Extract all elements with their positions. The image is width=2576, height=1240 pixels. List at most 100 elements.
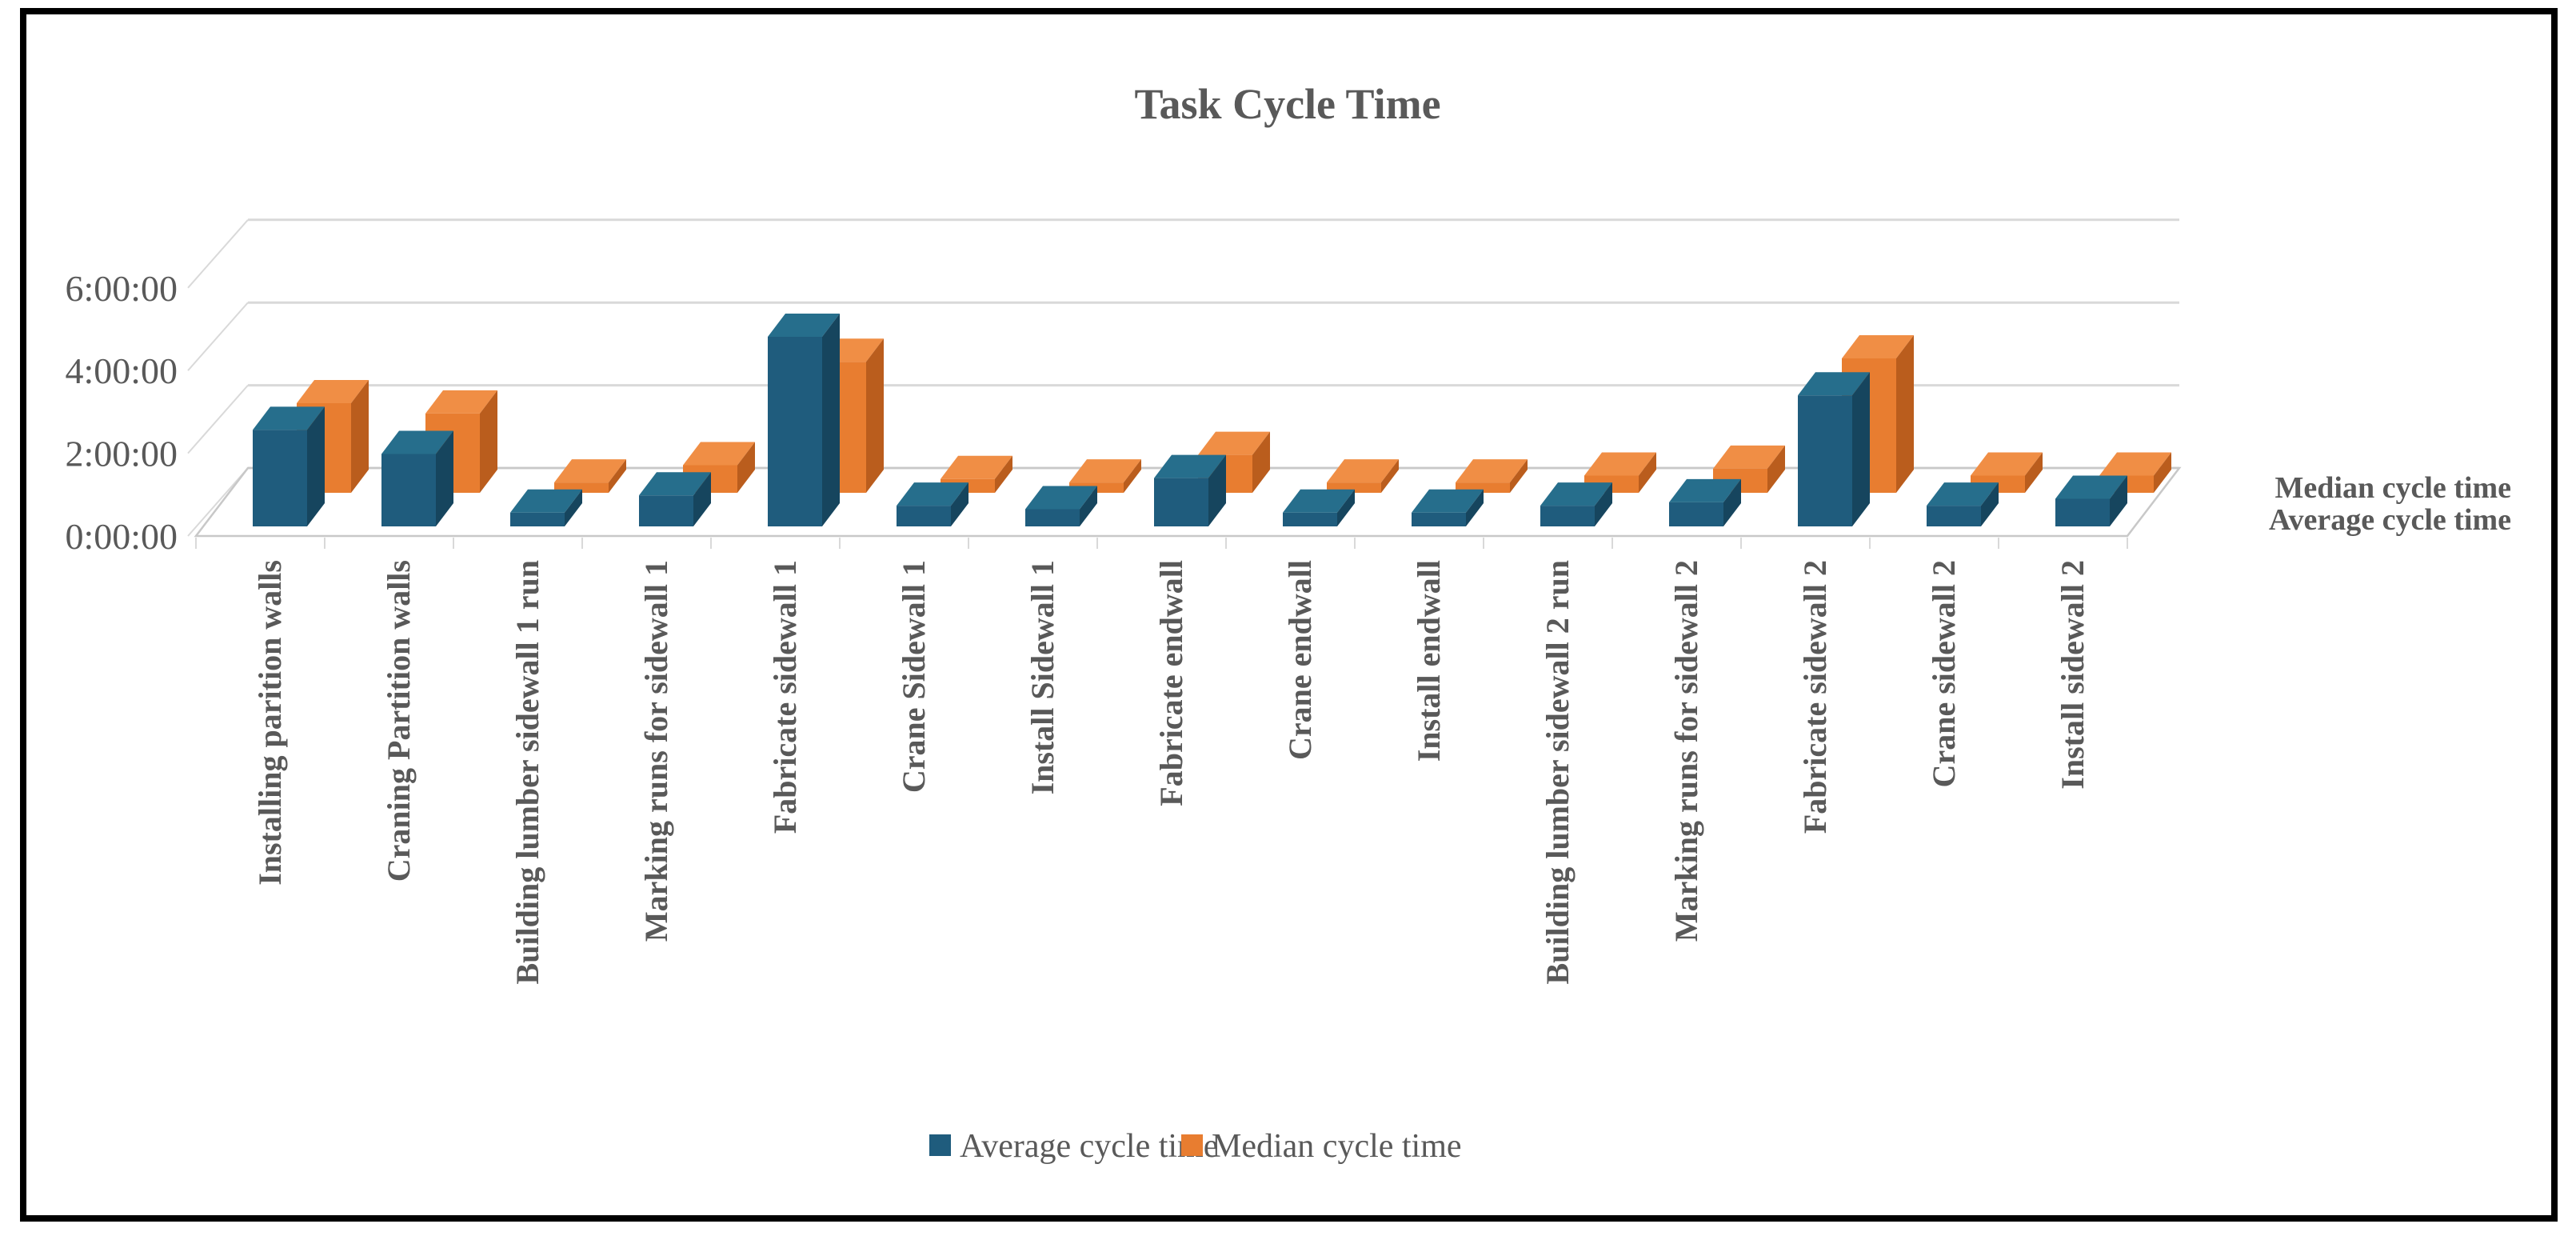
bar-top-face xyxy=(253,406,325,430)
bar-top-face xyxy=(1713,445,1785,469)
legend-label-median: Median cycle time xyxy=(1212,1128,1462,1165)
bar-side-face xyxy=(1208,454,1226,526)
bar-side-face xyxy=(1337,489,1355,526)
category-label-10: Building lumber sidewall 2 run xyxy=(1540,560,1576,985)
bar-average-12 xyxy=(1798,372,1870,526)
bar-front-face xyxy=(253,430,307,526)
gridline-leader-3 xyxy=(187,219,249,289)
series-axis-label-median: Median cycle time xyxy=(2275,471,2511,505)
category-label-2: Building lumber sidewall 1 run xyxy=(509,560,545,985)
bar-average-7 xyxy=(1154,454,1226,526)
legend-swatch-median xyxy=(1181,1134,1203,1156)
category-label-9: Install endwall xyxy=(1411,560,1447,762)
y-tick-label-1: 2:00:00 xyxy=(65,434,178,474)
bar-side-face xyxy=(1252,431,1270,493)
bar-side-face xyxy=(1124,459,1141,493)
bar-median-8 xyxy=(1327,459,1399,493)
bar-average-1 xyxy=(381,430,453,526)
bar-front-face xyxy=(1412,512,1466,526)
bar-front-face xyxy=(2055,498,2110,526)
bar-front-face xyxy=(1798,395,1852,526)
bar-front-face xyxy=(510,512,565,526)
gridline-leader-0 xyxy=(187,467,249,537)
bar-top-face xyxy=(1927,482,1999,506)
bar-average-6 xyxy=(1025,486,1097,526)
bar-front-face xyxy=(1540,506,1595,526)
bar-front-face xyxy=(768,337,822,526)
bar-side-face xyxy=(737,442,755,493)
bar-front-face xyxy=(1154,478,1208,526)
bar-front-face xyxy=(1283,512,1337,526)
bar-side-face xyxy=(822,314,840,526)
bar-front-face xyxy=(1025,509,1080,526)
bar-front-face xyxy=(639,495,693,526)
bar-side-face xyxy=(1981,482,1999,526)
bar-side-face xyxy=(436,430,453,526)
bar-median-5 xyxy=(941,455,1012,493)
legend-swatch-average xyxy=(929,1134,951,1156)
bar-top-face xyxy=(1584,452,1656,476)
bar-side-face xyxy=(995,455,1012,493)
bar-side-face xyxy=(1595,482,1612,526)
bar-average-14 xyxy=(2055,475,2127,526)
bar-side-face xyxy=(1510,459,1528,493)
y-tick-label-3: 6:00:00 xyxy=(65,268,178,309)
plot-area: 0:00:00 2:00:00 4:00:00 6:00:00 Installing p… xyxy=(65,218,2182,985)
bar-average-5 xyxy=(897,482,968,526)
bar-top-face xyxy=(1069,459,1141,483)
bar-top-face xyxy=(425,390,497,414)
bar-top-face xyxy=(297,379,369,403)
legend-label-average: Average cycle time xyxy=(960,1128,1218,1165)
chart-border xyxy=(20,8,2558,1222)
bar-average-0 xyxy=(253,406,325,526)
bar-side-face xyxy=(1466,489,1484,526)
bar-average-3 xyxy=(639,472,711,526)
category-label-11: Marking runs for sidewall 2 xyxy=(1668,560,1704,942)
bar-average-8 xyxy=(1283,489,1355,526)
category-label-12: Fabricate sidewall 2 xyxy=(1797,560,1833,834)
bar-top-face xyxy=(1198,431,1270,455)
bar-top-face xyxy=(639,472,711,496)
category-label-5: Crane Sidewall 1 xyxy=(896,560,932,793)
bar-side-face xyxy=(351,379,369,493)
bar-side-face xyxy=(1381,459,1399,493)
bar-side-face xyxy=(307,406,325,526)
y-tick-label-2: 4:00:00 xyxy=(65,350,178,391)
bar-top-face xyxy=(2099,452,2171,476)
bar-top-face xyxy=(1327,459,1399,483)
bar-side-face xyxy=(693,472,711,526)
bar-side-face xyxy=(866,338,884,493)
bar-top-face xyxy=(554,459,626,483)
bar-side-face xyxy=(2110,475,2127,526)
category-label-3: Marking runs for sidewall 1 xyxy=(638,560,674,942)
category-label-14: Install sidewall 2 xyxy=(2055,560,2091,790)
bar-top-face xyxy=(1971,452,2043,476)
bar-average-13 xyxy=(1927,482,1999,526)
bar-median-2 xyxy=(554,459,626,493)
bar-top-face xyxy=(1283,489,1355,513)
bar-top-face xyxy=(1456,459,1528,483)
bar-side-face xyxy=(951,482,968,526)
y-tick-label-0: 0:00:00 xyxy=(65,516,178,557)
bar-median-13 xyxy=(1971,452,2043,493)
category-label-1: Craning Partition walls xyxy=(381,560,417,882)
bar-top-face xyxy=(768,314,840,338)
series-axis-label-average: Average cycle time xyxy=(2269,503,2511,537)
bar-top-face xyxy=(897,482,968,506)
bar-side-face xyxy=(480,390,497,493)
bar-average-4 xyxy=(768,314,840,526)
bar-top-face xyxy=(1842,334,1914,358)
bar-top-face xyxy=(941,455,1012,479)
chart-title: Task Cycle Time xyxy=(1134,80,1440,128)
bar-top-face xyxy=(1798,372,1870,396)
bar-front-face xyxy=(1927,506,1981,526)
category-label-8: Crane endwall xyxy=(1282,560,1318,760)
bar-top-face xyxy=(381,430,453,454)
category-label-13: Crane sidewall 2 xyxy=(1926,560,1962,787)
bar-front-face xyxy=(1669,502,1723,526)
bar-median-3 xyxy=(683,442,755,493)
category-label-0: Installing parition walls xyxy=(252,560,288,886)
legend: Average cycle time Median cycle time xyxy=(929,1128,1462,1165)
